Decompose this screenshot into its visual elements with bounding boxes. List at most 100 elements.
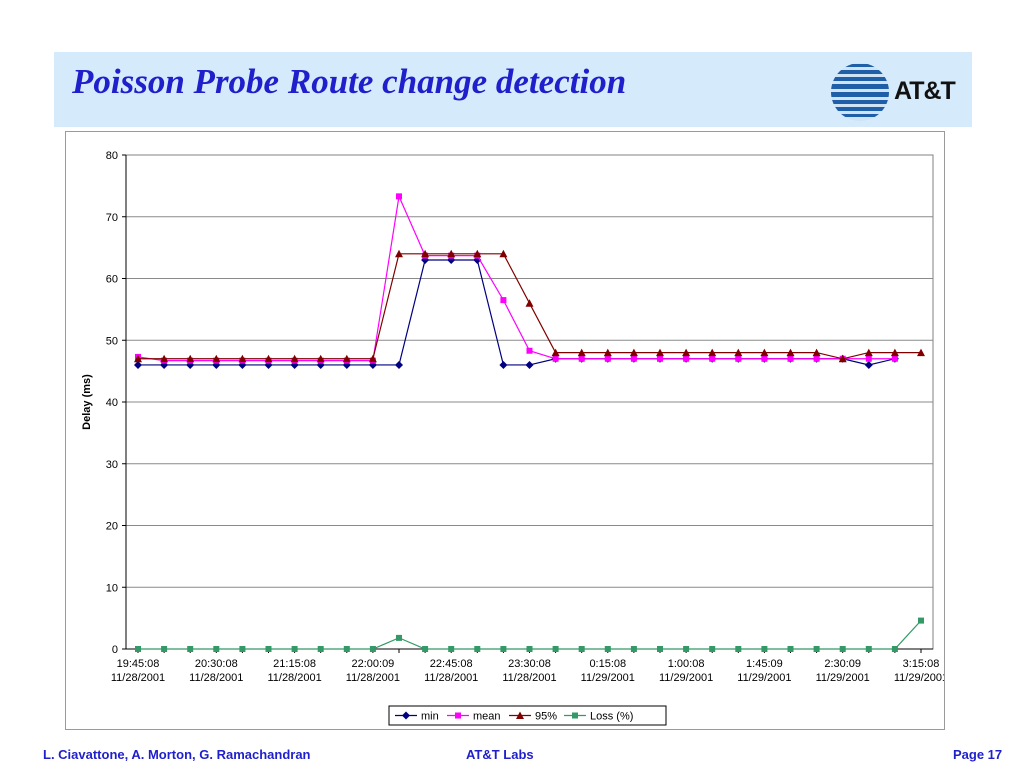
title-banner [54,52,972,127]
x-tick-label-time: 1:45:09 [746,658,783,670]
data-point [265,646,272,652]
x-tick-label-time: 21:15:08 [273,658,316,670]
data-point [395,360,403,369]
data-point [918,617,924,624]
x-tick-label-date: 11/28/2001 [424,672,478,684]
data-point [657,355,663,362]
data-point [213,646,220,652]
data-point [864,348,873,357]
data-point [735,646,742,652]
data-point [396,193,402,200]
data-point [787,355,794,362]
x-tick-label-date: 11/29/2001 [894,672,944,684]
y-tick-label: 80 [106,150,118,162]
legend-label: min [421,711,439,723]
data-point [683,646,690,652]
data-point [812,348,821,357]
data-point [864,360,873,369]
data-point [290,354,299,363]
x-tick-label-time: 20:30:08 [195,658,238,670]
data-point [499,360,508,369]
data-point [187,646,194,652]
data-point [603,348,612,357]
data-point [865,646,872,652]
data-point [212,354,221,363]
legend-label: mean [473,711,501,723]
data-point [839,646,846,652]
legend-marker [516,711,524,719]
data-point [865,355,872,362]
data-point [134,360,142,369]
data-point [552,355,559,362]
data-point [526,646,533,652]
series-line-1 [137,194,895,362]
data-point [630,355,637,362]
x-tick-label-time: 22:45:08 [430,658,473,670]
data-point [604,355,611,362]
x-tick-label-date: 11/29/2001 [659,672,713,684]
data-point [551,348,560,357]
data-point [525,299,534,307]
data-point [709,355,716,362]
data-point [525,360,534,369]
slide-title: Poisson Probe Route change detection [72,62,627,101]
footer-authors: L. Ciavattone, A. Morton, G. Ramachandra… [43,747,311,762]
x-tick-label-time: 1:00:08 [668,658,705,670]
data-point [316,354,325,363]
data-point [682,348,691,357]
x-tick-label-date: 11/28/2001 [111,672,165,684]
x-tick-label-date: 11/29/2001 [737,672,791,684]
x-tick-label-time: 23:30:08 [508,658,551,670]
data-point [238,354,247,363]
data-point [657,646,663,652]
data-point [161,646,168,652]
data-point [838,354,847,363]
data-point [734,348,743,357]
data-point [421,249,430,258]
data-point [473,249,482,258]
y-tick-label: 10 [106,582,118,594]
x-tick-label-date: 11/28/2001 [189,672,243,684]
y-tick-label: 70 [106,212,118,224]
y-tick-label: 20 [106,521,118,533]
y-tick-label: 0 [112,644,118,656]
data-point [135,646,141,652]
legend-marker [402,711,410,720]
data-point [760,348,769,357]
y-tick-label: 60 [106,274,118,286]
x-tick-label-date: 11/29/2001 [816,672,870,684]
data-point [160,354,169,363]
data-point [735,355,742,362]
data-point [134,354,142,363]
data-point [578,355,585,362]
delay-line-chart: 0 10 20 30 40 50 60 70 80 19:45:08 11/28/2001 20:30… [81,150,944,726]
data-point [813,355,820,362]
x-tick-label-date: 11/28/2001 [502,672,556,684]
data-point [264,354,273,363]
data-point [343,646,350,652]
data-point [396,634,402,641]
data-point [787,646,794,652]
data-point [891,355,898,362]
data-point [577,348,586,357]
data-point [474,646,481,652]
legend-marker [572,712,578,719]
data-point [656,348,664,357]
x-tick-label-time: 22:00:09 [351,658,394,670]
data-point [891,646,898,652]
data-point [291,646,298,652]
data-point [239,646,246,652]
data-point [786,348,795,357]
data-point [369,646,376,652]
data-point [890,348,899,357]
data-point [761,355,768,362]
data-point [917,348,925,357]
data-point [317,646,324,652]
data-point [448,646,455,652]
y-tick-label: 30 [106,459,118,471]
legend-label: 95% [535,711,557,723]
data-point [552,646,559,652]
data-point [422,646,429,652]
data-point [630,646,637,652]
data-point [813,646,820,652]
